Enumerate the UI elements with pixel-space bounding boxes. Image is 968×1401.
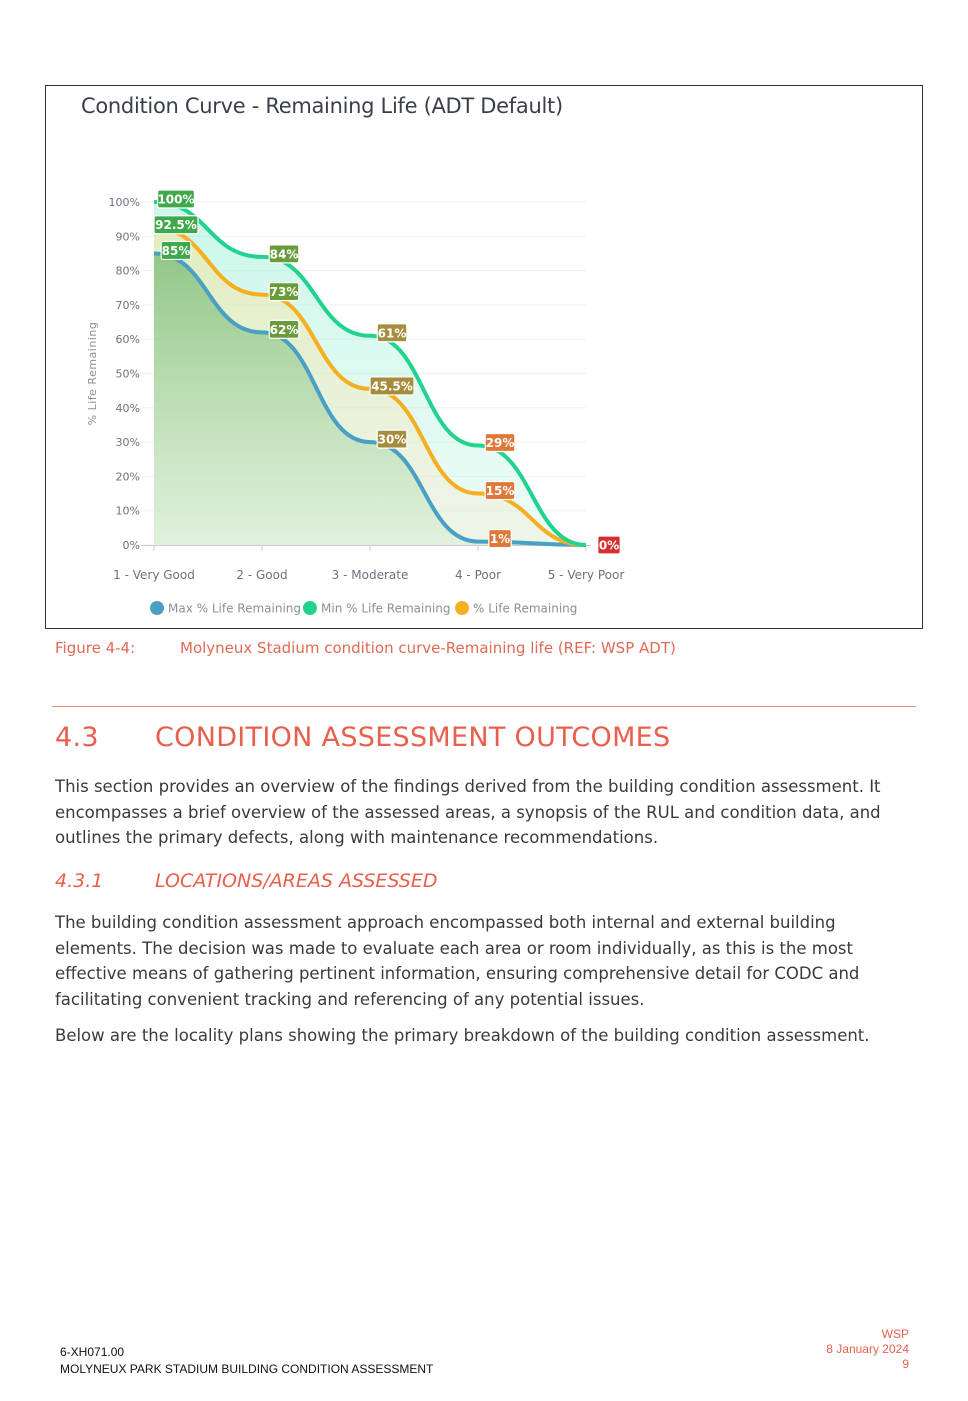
footer-document-info: 6-XH071.00 MOLYNEUX PARK STADIUM BUILDIN… xyxy=(60,1344,433,1378)
y-tick-label: 70% xyxy=(116,299,140,312)
data-label: 45.5% xyxy=(371,379,413,393)
y-tick-label: 40% xyxy=(116,402,140,415)
subsection-paragraph-2: Below are the locality plans showing the… xyxy=(55,1026,870,1045)
x-tick-label: 2 - Good xyxy=(236,568,287,582)
data-label-box xyxy=(268,244,300,264)
data-label-box xyxy=(268,319,300,339)
data-label: 61% xyxy=(378,326,407,340)
y-tick-label: 90% xyxy=(116,230,140,243)
footer-page-info: WSP 8 January 2024 9 xyxy=(826,1327,909,1372)
data-label-box xyxy=(597,535,621,555)
figure-caption-text: Molyneux Stadium condition curve-Remaini… xyxy=(180,639,676,657)
data-label-box xyxy=(484,480,516,501)
subsection-title: LOCATIONS/AREAS ASSESSED xyxy=(155,870,438,892)
data-label-box xyxy=(369,376,415,396)
data-label-box xyxy=(488,528,512,549)
data-label-box xyxy=(484,432,516,453)
y-tick-label: 20% xyxy=(116,470,140,483)
data-label: 30% xyxy=(378,433,407,447)
data-label: 84% xyxy=(270,247,299,261)
data-label: 15% xyxy=(486,484,515,498)
footer-document-title: MOLYNEUX PARK STADIUM BUILDING CONDITION… xyxy=(60,1362,434,1376)
data-label-box xyxy=(153,215,199,235)
legend-label: % Life Remaining xyxy=(473,602,577,616)
chart-figure: Condition Curve - Remaining Life (ADT De… xyxy=(45,85,923,629)
y-tick-label: 100% xyxy=(109,196,140,209)
data-label-box xyxy=(268,282,300,302)
data-label-box xyxy=(376,323,408,343)
data-label: 100% xyxy=(157,193,194,207)
data-label: 62% xyxy=(270,323,299,337)
chart-title: Condition Curve - Remaining Life (ADT De… xyxy=(81,94,563,118)
section-heading: 4.3 CONDITION ASSESSMENT OUTCOMES xyxy=(55,722,670,753)
footer-project-code: 6-XH071.00 xyxy=(60,1345,125,1359)
section-intro-paragraph: This section provides an overview of the… xyxy=(55,777,881,847)
y-tick-label: 10% xyxy=(116,505,140,518)
legend-label: Min % Life Remaining xyxy=(321,602,451,616)
legend-marker xyxy=(303,601,317,615)
series-line xyxy=(153,200,587,547)
footer-date: 8 January 2024 xyxy=(826,1342,909,1356)
subsection-number: 4.3.1 xyxy=(55,870,104,892)
footer-page-number: 9 xyxy=(902,1357,909,1371)
x-tick-label: 4 - Poor xyxy=(455,568,501,582)
x-tick-label: 5 - Very Poor xyxy=(548,568,625,582)
area-max-life xyxy=(154,253,586,545)
subsection-heading: 4.3.1 LOCATIONS/AREAS ASSESSED xyxy=(55,870,438,892)
figure-number: Figure 4-4: xyxy=(55,639,136,657)
y-tick-label: 50% xyxy=(116,368,140,381)
y-tick-label: 30% xyxy=(116,436,140,449)
data-label-box xyxy=(376,429,408,449)
y-tick-label: 0% xyxy=(123,539,140,552)
legend-label: Max % Life Remaining xyxy=(168,602,301,616)
legend-marker xyxy=(150,601,164,615)
condition-curve-chart: 0% 10% 20% 30% 40% 50% 60% 70% 80% 90% 100% % Life … xyxy=(86,189,625,616)
data-label: 73% xyxy=(270,285,299,299)
legend-marker xyxy=(455,601,469,615)
x-tick-label: 3 - Moderate xyxy=(332,568,409,582)
section-title: CONDITION ASSESSMENT OUTCOMES xyxy=(155,722,671,753)
section-divider xyxy=(52,706,916,707)
subsection-paragraph-1: The building condition assessment approa… xyxy=(55,913,860,1009)
data-label: 0% xyxy=(599,539,619,553)
footer-company: WSP xyxy=(881,1327,909,1341)
figure-caption: Figure 4-4: Molyneux Stadium condition cu… xyxy=(55,639,676,657)
data-label-box xyxy=(160,240,192,261)
data-label-box xyxy=(156,189,195,209)
data-label: 1% xyxy=(490,532,510,546)
y-tick-label: 80% xyxy=(116,265,140,278)
section-number: 4.3 xyxy=(55,722,99,753)
x-tick-label: 1 - Very Good xyxy=(113,568,195,582)
y-axis-label: % Life Remaining xyxy=(86,322,99,426)
y-tick-label: 60% xyxy=(116,333,140,346)
data-label: 85% xyxy=(162,244,191,258)
data-label: 92.5% xyxy=(155,218,197,232)
data-label: 29% xyxy=(486,436,515,450)
